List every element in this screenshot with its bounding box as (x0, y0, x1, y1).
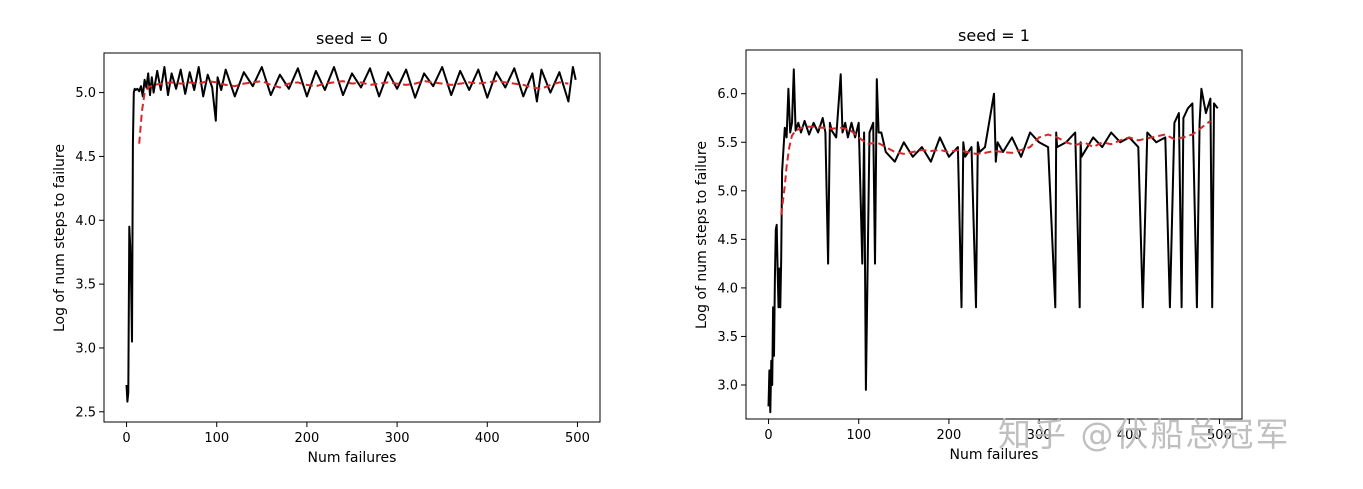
y-tick-label: 6.0 (717, 87, 738, 102)
steps-to-failure-line (125, 66, 577, 403)
tick-group: 0 100 200 300 400 500 3.0 3.5 4.0 4.5 5.0 5.5 6.0 (717, 87, 1232, 443)
x-tick-label: 500 (565, 431, 590, 446)
y-axis-label: Log of num steps to failure (52, 144, 68, 332)
x-tick-label: 100 (846, 428, 871, 443)
y-tick-label: 5.0 (75, 86, 96, 101)
y-tick-label: 5.0 (717, 184, 738, 199)
x-tick-label: 300 (1027, 428, 1052, 443)
series-group (767, 68, 1219, 414)
x-tick-label: 400 (1117, 428, 1142, 443)
tick-group: 0 100 200 300 400 500 2.5 3.0 3.5 4.0 4.5 5.0 (75, 86, 590, 446)
y-tick-label: 4.5 (75, 150, 96, 165)
y-tick-label: 4.0 (75, 214, 96, 229)
chart-seed-0: seed = 0 0 100 200 300 400 500 2.5 3.0 3.5 4.0 4.5… (52, 29, 601, 466)
moving-average-line (138, 80, 569, 144)
steps-to-failure-line (767, 68, 1219, 414)
series-group (125, 66, 577, 403)
y-tick-label: 5.5 (717, 136, 738, 151)
chart-title: seed = 0 (316, 29, 388, 48)
x-axis-label: Num failures (308, 450, 397, 466)
x-tick-label: 200 (294, 431, 319, 446)
x-tick-label: 400 (475, 431, 500, 446)
y-tick-label: 3.0 (717, 379, 738, 394)
axes-frame (103, 52, 601, 423)
x-tick-label: 0 (122, 431, 130, 446)
watermark: 知乎 @伏船总冠军 (998, 415, 1291, 454)
x-tick-label: 100 (204, 431, 229, 446)
y-axis-label: Log of num steps to failure (694, 141, 710, 329)
x-tick-label: 0 (764, 428, 772, 443)
y-tick-label: 3.5 (717, 330, 738, 345)
x-tick-label: 300 (385, 431, 410, 446)
chart-seed-1: seed = 1 0 100 200 300 400 500 3.0 3.5 4.0 4.5 5.0… (694, 26, 1243, 463)
chart-title: seed = 1 (958, 26, 1030, 45)
axes-frame (745, 49, 1243, 420)
y-tick-label: 3.0 (75, 341, 96, 356)
y-tick-label: 4.5 (717, 233, 738, 248)
y-tick-label: 4.0 (717, 281, 738, 296)
y-tick-label: 3.5 (75, 278, 96, 293)
x-axis-label: Num failures (950, 447, 1039, 463)
x-tick-label: 500 (1207, 428, 1232, 443)
y-tick-label: 2.5 (75, 405, 96, 420)
moving-average-line (780, 120, 1212, 216)
x-tick-label: 200 (936, 428, 961, 443)
